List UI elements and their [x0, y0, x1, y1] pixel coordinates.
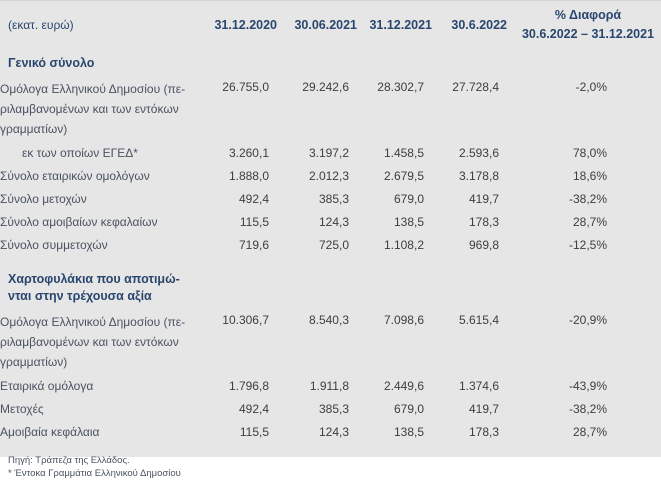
value-cell: 2.012,3	[308, 169, 349, 183]
diff-cell: 18,6%	[572, 169, 607, 183]
col-header-31-12-2021: 31.12.2021	[369, 18, 432, 32]
footnotes: Πηγή: Τράπεζα της Ελλάδος. * Έντοκα Γραμ…	[0, 454, 661, 480]
table-row: Σύνολο εταιρικών ομολόγων 1.888,0 2.012,…	[0, 165, 661, 188]
section-title-fair-value-portfolios: Χαρτοφυλάκια που αποτιμώ- νται στην τρέχ…	[8, 272, 180, 303]
row-label: Ομόλογα Ελληνικού Δημοσίου (πε- ριλαμβαν…	[0, 315, 186, 369]
value-cell: 1.374,6	[458, 379, 499, 393]
row-label: Εταιρικά ομόλογα	[0, 379, 94, 393]
value-cell: 385,3	[318, 192, 349, 206]
value-cell: 27.728,4	[452, 80, 499, 94]
table-row: Αμοιβαία κεφάλαια 115,5 124,3 138,5 178,…	[0, 421, 661, 444]
row-label: εκ των οποίων ΕΓΕΔ*	[22, 146, 138, 160]
diff-cell: -38,2%	[568, 402, 607, 416]
value-cell: 1.458,5	[383, 146, 424, 160]
value-cell: 969,8	[468, 238, 499, 252]
table-row: Εταιρικά ομόλογα 1.796,8 1.911,8 2.449,6…	[0, 375, 661, 398]
value-cell: 1.911,8	[309, 379, 349, 393]
diff-cell: -2,0%	[575, 80, 607, 94]
value-cell: 7.098,6	[383, 313, 424, 327]
diff-cell: -12,5%	[568, 238, 607, 252]
value-cell: 679,0	[393, 192, 424, 206]
value-cell: 178,3	[468, 425, 499, 439]
value-cell: 2.593,6	[458, 146, 499, 160]
table-row: Ομόλογα Ελληνικού Δημοσίου (πε- ριλαμβαν…	[0, 309, 661, 375]
value-cell: 725,0	[318, 238, 349, 252]
value-cell: 492,4	[238, 402, 269, 416]
value-cell: 2.449,6	[383, 379, 424, 393]
value-cell: 5.615,4	[458, 313, 499, 327]
value-cell: 3.197,2	[308, 146, 349, 160]
col-header-diff: % Διαφορά 30.6.2022 – 31.12.2021	[521, 8, 655, 41]
row-label: Σύνολο μετοχών	[0, 192, 87, 206]
value-cell: 115,5	[239, 215, 269, 229]
value-cell: 419,7	[468, 192, 499, 206]
value-cell: 26.755,0	[222, 80, 269, 94]
value-cell: 124,3	[318, 215, 349, 229]
value-cell: 385,3	[318, 402, 349, 416]
table-row: Σύνολο αμοιβαίων κεφαλαίων 115,5 124,3 1…	[0, 211, 661, 234]
diff-cell: 28,7%	[572, 215, 607, 229]
row-label: Σύνολο συμμετοχών	[0, 238, 108, 252]
value-cell: 10.306,7	[222, 313, 269, 327]
diff-cell: -43,9%	[568, 379, 607, 393]
row-label: Μετοχές	[0, 402, 44, 416]
value-cell: 124,3	[318, 425, 349, 439]
value-cell: 719,6	[238, 238, 269, 252]
table-header-row: (εκατ. ευρώ) 31.12.2020 30.06.2021 31.12…	[0, 1, 661, 47]
value-cell: 2.679,5	[383, 169, 424, 183]
diff-cell: 28,7%	[572, 425, 607, 439]
value-cell: 178,3	[468, 215, 499, 229]
row-label: Σύνολο αμοιβαίων κεφαλαίων	[0, 215, 158, 229]
table-row: Σύνολο μετοχών 492,4 385,3 679,0 419,7 -…	[0, 188, 661, 211]
value-cell: 3.260,1	[228, 146, 269, 160]
diff-cell: 78,0%	[572, 146, 607, 160]
value-cell: 115,5	[239, 425, 269, 439]
value-cell: 1.108,2	[383, 238, 424, 252]
value-cell: 8.540,3	[308, 313, 349, 327]
table-row: Σύνολο συμμετοχών 719,6 725,0 1.108,2 96…	[0, 234, 661, 257]
value-cell: 138,5	[393, 215, 424, 229]
value-cell: 419,7	[468, 402, 499, 416]
value-cell: 1.796,8	[228, 379, 269, 393]
col-header-30-06-2021: 30.06.2021	[294, 18, 357, 32]
table-row: Μετοχές 492,4 385,3 679,0 419,7 -38,2%	[0, 398, 661, 421]
diff-cell: -20,9%	[568, 313, 607, 327]
unit-label: (εκατ. ευρώ)	[8, 18, 74, 32]
table-row: εκ των οποίων ΕΓΕΔ* 3.260,1 3.197,2 1.45…	[0, 142, 661, 165]
diff-cell: -38,2%	[568, 192, 607, 206]
value-cell: 138,5	[393, 425, 424, 439]
value-cell: 28.302,7	[377, 80, 424, 94]
row-label: Αμοιβαία κεφάλαια	[0, 425, 100, 439]
value-cell: 679,0	[393, 402, 424, 416]
value-cell: 1.888,0	[228, 169, 269, 183]
footnote-asterisk: * Έντοκα Γραμμάτια Ελληνικού Δημοσίου	[8, 468, 181, 479]
value-cell: 29.242,6	[302, 80, 349, 94]
col-header-30-6-2022: 30.6.2022	[451, 18, 507, 32]
col-header-31-12-2020: 31.12.2020	[214, 18, 277, 32]
table-row: Ομόλογα Ελληνικού Δημοσίου (πε- ριλαμβαν…	[0, 76, 661, 142]
section-title-general-total: Γενικό σύνολο	[8, 56, 95, 70]
footnote-source: Πηγή: Τράπεζα της Ελλάδος.	[8, 455, 130, 466]
row-label: Σύνολο εταιρικών ομολόγων	[0, 169, 150, 183]
value-cell: 492,4	[238, 192, 269, 206]
value-cell: 3.178,8	[458, 169, 499, 183]
row-label: Ομόλογα Ελληνικού Δημοσίου (πε- ριλαμβαν…	[0, 82, 186, 136]
